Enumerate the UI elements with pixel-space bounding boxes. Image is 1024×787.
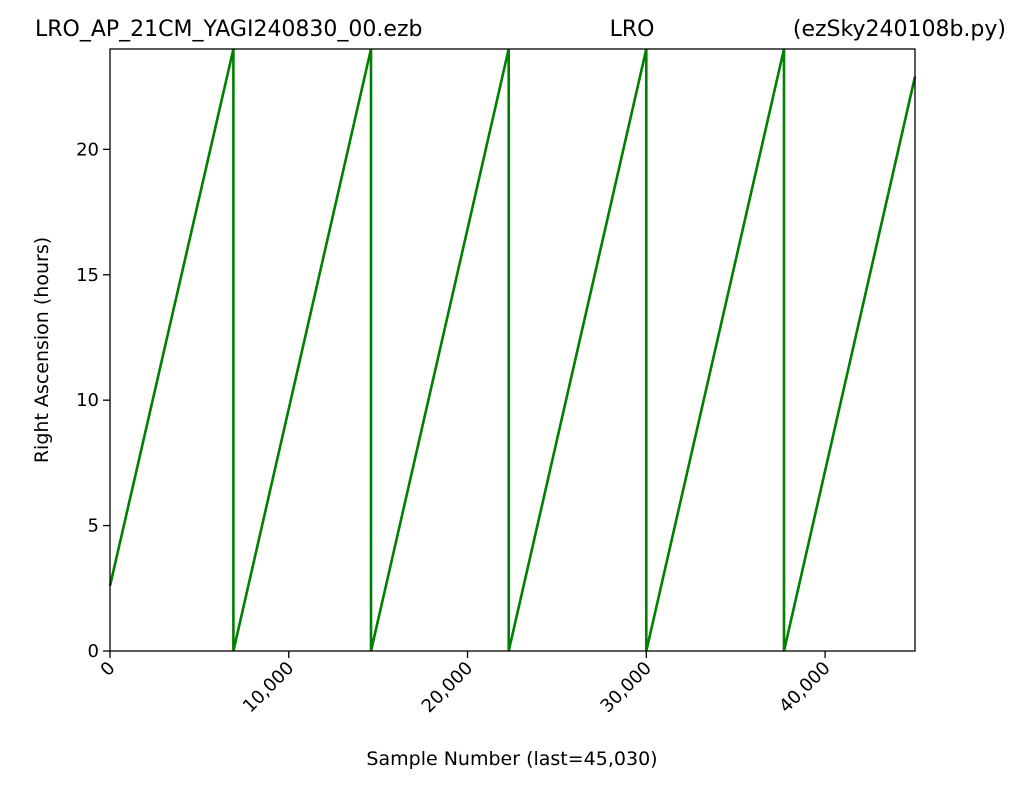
x-axis-label: Sample Number (last=45,030) [366, 748, 657, 770]
chart-title-left: LRO_AP_21CM_YAGI240830_00.ezb [35, 17, 422, 42]
y-tick-label-2: 10 [76, 390, 99, 411]
chart-title-center: LRO [610, 17, 655, 42]
x-tick-label-3: 30,000 [596, 658, 655, 717]
y-tick-label-0: 0 [88, 641, 99, 662]
x-tick-label-0: 0 [97, 658, 120, 681]
axis-ticks: 0 10,000 20,000 30,000 40,000 0 5 10 15 20 [76, 139, 835, 717]
y-tick-label-3: 15 [76, 265, 99, 286]
plot-area [108, 48, 917, 652]
y-tick-label-4: 20 [76, 139, 99, 160]
x-tick-label-2: 20,000 [418, 658, 477, 717]
series-line-0 [108, 48, 917, 652]
x-tick-label-1: 10,000 [239, 658, 298, 717]
y-axis-label: Right Ascension (hours) [31, 237, 53, 463]
y-tick-label-1: 5 [88, 516, 99, 537]
x-tick-label-4: 40,000 [775, 658, 834, 717]
chart-title-right: (ezSky240108b.py) [793, 17, 1006, 42]
plot-frame [109, 48, 916, 652]
